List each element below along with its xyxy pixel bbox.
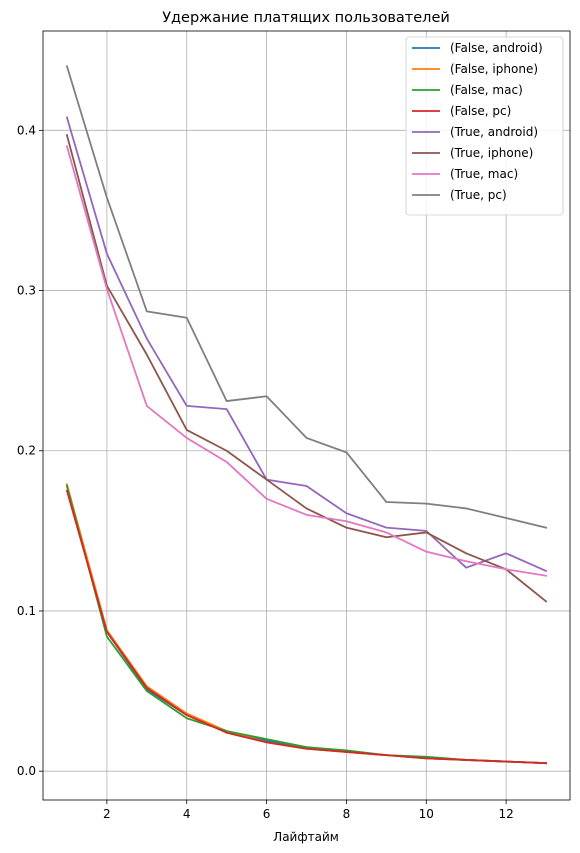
y-tick-label: 0.1	[17, 604, 36, 618]
series-line	[65, 116, 548, 573]
x-tick-label: 8	[343, 807, 351, 821]
legend-entry: (False, iphone)	[450, 62, 538, 76]
series-line	[65, 484, 547, 765]
series-line	[65, 489, 547, 765]
x-tick-label: 4	[183, 807, 191, 821]
series-line	[65, 145, 548, 577]
series-lines	[65, 65, 548, 765]
legend-entry: (True, pc)	[450, 188, 507, 202]
y-tick-label: 0.2	[17, 444, 36, 458]
x-tick-label: 2	[103, 807, 111, 821]
legend-entry: (False, mac)	[450, 83, 523, 97]
legend-entry: (False, android)	[450, 41, 543, 55]
legend-entry: (True, mac)	[450, 167, 518, 181]
series-line	[65, 483, 547, 765]
y-tick-label: 0.4	[17, 123, 36, 137]
legend-box	[405, 36, 564, 216]
axis-ticks: 2 4 6 8 10 12 0.0 0.1 0.2 0.3 0.4	[17, 123, 514, 821]
y-tick-label: 0.3	[17, 284, 36, 298]
legend-entry: (True, android)	[450, 125, 538, 139]
plot-area	[42, 30, 571, 801]
legend-entry: (False, pc)	[450, 104, 511, 118]
x-tick-label: 12	[498, 807, 513, 821]
chart-title: Удержание платящих пользователей	[162, 10, 450, 26]
series-line	[65, 65, 548, 529]
series-line	[65, 484, 547, 765]
x-tick-label: 10	[419, 807, 434, 821]
legend-entry: (True, iphone)	[450, 146, 533, 160]
legend: (False, android) (False, iphone) (False, m…	[405, 36, 564, 216]
x-tick-label: 6	[263, 807, 271, 821]
series-line	[65, 134, 548, 603]
x-axis-label: Лайфтайм	[273, 830, 339, 844]
y-tick-label: 0.0	[17, 764, 36, 778]
